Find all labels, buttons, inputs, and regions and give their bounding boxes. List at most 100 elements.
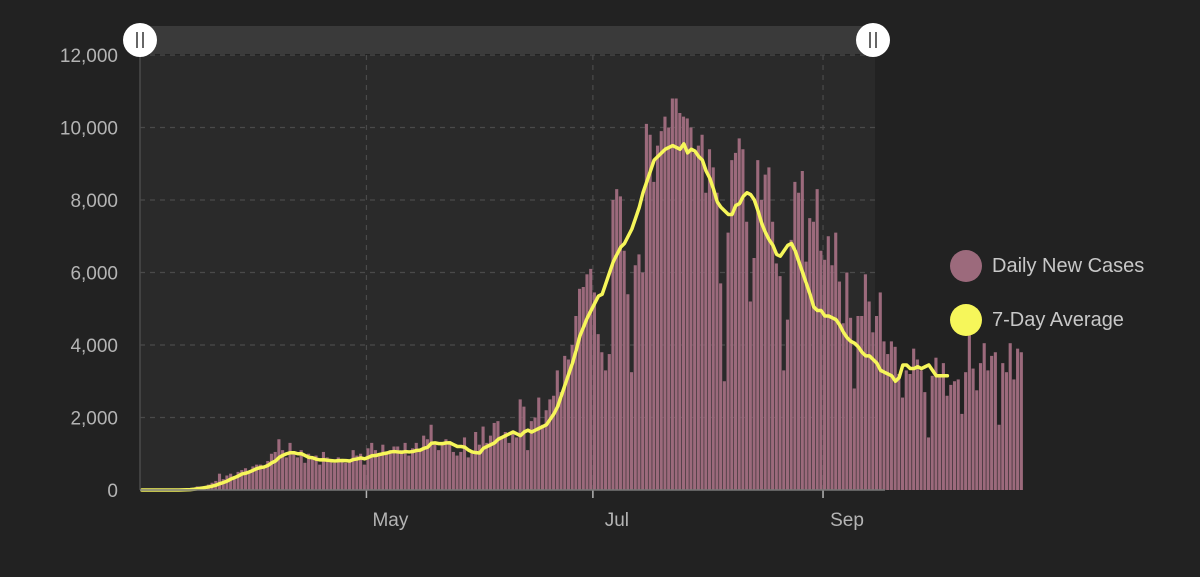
bar (418, 450, 421, 490)
bar (470, 452, 473, 490)
bar (875, 316, 878, 490)
range-track[interactable] (140, 26, 875, 54)
bar (263, 468, 266, 490)
legend-item-7-day-average[interactable]: 7-Day Average (950, 300, 1144, 340)
bar (927, 437, 930, 490)
bar (311, 457, 314, 490)
bar (749, 302, 752, 491)
bar (745, 222, 748, 490)
bar (1001, 363, 1004, 490)
bar (949, 385, 952, 490)
y-tick-label: 0 (107, 481, 118, 502)
y-tick-label: 4,000 (70, 336, 118, 357)
bar (611, 200, 614, 490)
bar (589, 269, 592, 490)
bar (548, 399, 551, 490)
bar (385, 452, 388, 490)
bar (448, 441, 451, 490)
bar (682, 117, 685, 490)
y-tick-label: 12,000 (60, 46, 118, 67)
bar (248, 472, 251, 490)
bar (363, 465, 366, 490)
bar (444, 439, 447, 490)
bar (300, 450, 303, 490)
bar (348, 461, 351, 490)
bar (366, 448, 369, 490)
bar (329, 459, 332, 490)
bar (1005, 372, 1008, 490)
legend-label-7-day-average: 7-Day Average (992, 309, 1124, 332)
bar (641, 273, 644, 491)
bar (482, 427, 485, 490)
bar (689, 128, 692, 491)
bar (775, 263, 778, 490)
bar (823, 260, 826, 490)
bar (326, 457, 329, 490)
legend-item-daily-new-cases[interactable]: Daily New Cases (950, 246, 1144, 286)
bar (864, 274, 867, 490)
bar (333, 463, 336, 490)
chart-legend: Daily New Cases 7-Day Average (950, 246, 1144, 354)
bar (793, 182, 796, 490)
bar (229, 474, 232, 490)
bar (344, 463, 347, 490)
bar (712, 167, 715, 490)
bar (671, 99, 674, 491)
handle-knob (123, 23, 157, 57)
bar (675, 99, 678, 491)
bar (422, 436, 425, 490)
bar (890, 341, 893, 490)
bar (582, 287, 585, 490)
bar (522, 407, 525, 490)
bar (400, 450, 403, 490)
bar (608, 354, 611, 490)
bar (834, 233, 837, 490)
bar (474, 432, 477, 490)
bar (504, 432, 507, 490)
y-tick-label: 10,000 (60, 119, 118, 140)
bar (983, 343, 986, 490)
bar (467, 457, 470, 490)
bar (979, 363, 982, 490)
bar (1012, 379, 1015, 490)
left-range-handle[interactable] (123, 23, 157, 57)
bar (389, 450, 392, 490)
bar (578, 289, 581, 490)
bar (778, 276, 781, 490)
right-range-handle[interactable] (856, 23, 890, 57)
bar (433, 445, 436, 490)
bar (804, 262, 807, 490)
bar (727, 233, 730, 490)
bar (604, 370, 607, 490)
bar (274, 452, 277, 490)
x-tick-label: May (372, 510, 408, 531)
bar (626, 294, 629, 490)
bar (923, 392, 926, 490)
bar (519, 399, 522, 490)
bar (830, 265, 833, 490)
bar (318, 465, 321, 490)
bar (931, 376, 934, 490)
bar (845, 273, 848, 491)
bar (649, 135, 652, 490)
bar (920, 370, 923, 490)
bar (827, 236, 830, 490)
bar (879, 292, 882, 490)
bar (500, 437, 503, 490)
bar (998, 425, 1001, 490)
bar (994, 352, 997, 490)
bar (704, 193, 707, 490)
bar (585, 274, 588, 490)
bar (656, 146, 659, 490)
bar (511, 432, 514, 490)
bar (964, 372, 967, 490)
bar (559, 392, 562, 490)
bar (957, 379, 960, 490)
range-selector[interactable] (123, 23, 890, 57)
bar (882, 341, 885, 490)
bar (842, 323, 845, 490)
bar (556, 370, 559, 490)
bar (786, 320, 789, 490)
bar (597, 334, 600, 490)
handle-knob (856, 23, 890, 57)
